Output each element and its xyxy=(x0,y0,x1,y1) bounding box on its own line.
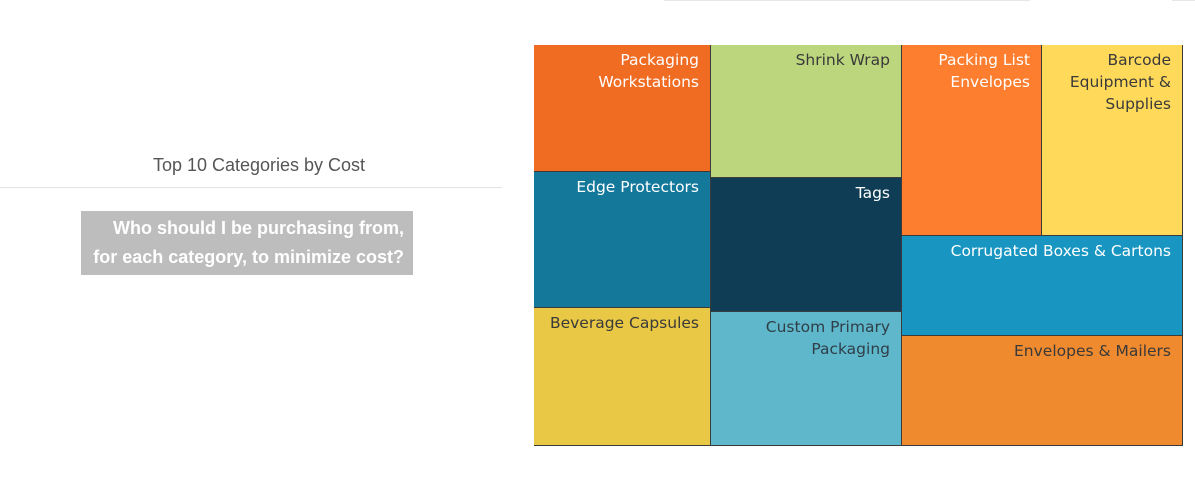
treemap-tile-label: Packing List Envelopes xyxy=(938,51,1030,91)
treemap-tile-label: Shrink Wrap xyxy=(795,51,890,69)
treemap-tile[interactable]: Barcode Equipment & Supplies xyxy=(1042,45,1183,236)
treemap-tile-label: Corrugated Boxes & Cartons xyxy=(950,242,1171,260)
panel-divider xyxy=(0,187,502,188)
treemap-tile[interactable]: Corrugated Boxes & Cartons xyxy=(902,236,1183,336)
treemap-tile[interactable]: Beverage Capsules xyxy=(534,308,711,446)
question-line-2: for each category, to minimize cost? xyxy=(93,247,404,267)
treemap-tile-label: Envelopes & Mailers xyxy=(1014,342,1171,360)
treemap-tile[interactable]: Envelopes & Mailers xyxy=(902,336,1183,446)
treemap-tile[interactable]: Edge Protectors xyxy=(534,172,711,308)
treemap-tile-label: Custom Primary Packaging xyxy=(765,318,890,358)
treemap-tile[interactable]: Tags xyxy=(711,178,902,312)
treemap-tile-label: Edge Protectors xyxy=(576,178,699,196)
treemap-chart: Packaging Workstations Shrink Wrap Packing… xyxy=(534,45,1183,446)
treemap-tile[interactable]: Packaging Workstations xyxy=(534,45,711,172)
treemap-tile-label: Beverage Capsules xyxy=(549,314,699,332)
left-panel: Top 10 Categories by Cost Who should I b… xyxy=(0,0,502,479)
question-line-1: Who should I be purchasing from, xyxy=(113,218,404,238)
treemap-tile[interactable]: Packing List Envelopes xyxy=(902,45,1042,236)
treemap-tile-label: Packaging Workstations xyxy=(598,51,699,91)
treemap-tile-label: Barcode Equipment & Supplies xyxy=(1069,51,1171,113)
treemap-tile[interactable]: Shrink Wrap xyxy=(711,45,902,178)
panel-title: Top 10 Categories by Cost xyxy=(152,155,366,175)
question-button[interactable]: Who should I be purchasing from, for eac… xyxy=(81,211,413,275)
treemap-tile[interactable]: Custom Primary Packaging xyxy=(711,312,902,446)
top-divider-right xyxy=(1172,0,1195,1)
top-divider xyxy=(664,0,1030,1)
treemap-tile-label: Tags xyxy=(855,184,890,202)
